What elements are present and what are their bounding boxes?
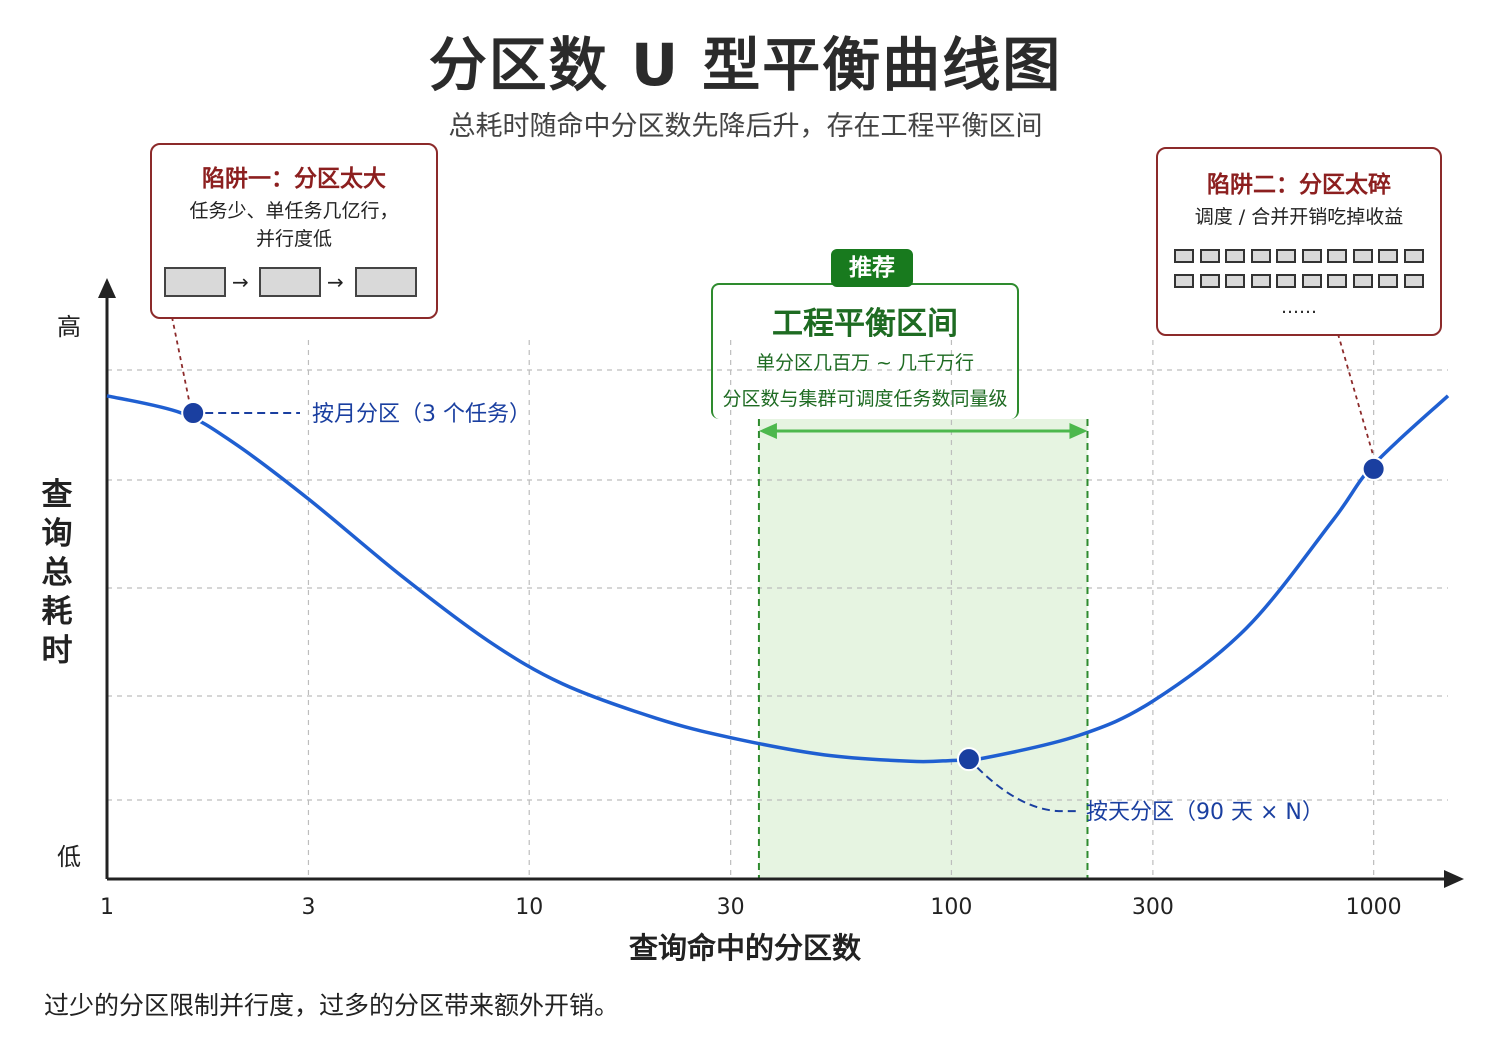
- fragment-cell: [1199, 274, 1220, 288]
- fragment-cell: [1250, 274, 1271, 288]
- fragment-cell: [1352, 274, 1373, 288]
- y-tick-low: 低: [57, 843, 81, 871]
- trap-left-title: 陷阱一：分区太大: [202, 166, 386, 192]
- flow-arrow-2-icon: →: [327, 270, 344, 294]
- recommended-zone-fill: [758, 419, 1088, 879]
- fragment-cell: [1199, 249, 1220, 263]
- trap-right-ellipsis: ……: [1281, 297, 1317, 318]
- chart-subtitle: 总耗时随命中分区数先降后升，存在工程平衡区间: [448, 111, 1043, 142]
- flow-block-3: [355, 267, 417, 297]
- y-axis-label: 查询总耗时: [42, 477, 73, 669]
- chart-footer-note: 过少的分区限制并行度，过多的分区带来额外开销。: [44, 991, 620, 1020]
- annotation-day-connector: [976, 766, 1078, 813]
- trap-left-line1: 任务少、单任务几亿行，: [189, 200, 399, 222]
- recommended-range-arrow-right-icon: [1069, 423, 1088, 439]
- data-point-2: [1361, 456, 1386, 481]
- x-tick-label-0: 1: [100, 895, 114, 920]
- fragment-cell: [1327, 249, 1347, 263]
- x-tick-label-6: 1000: [1346, 895, 1402, 920]
- x-tick-label-3: 30: [717, 895, 745, 920]
- flow-arrow-1-icon: →: [232, 270, 249, 294]
- fragment-cell: [1225, 274, 1245, 288]
- fragment-cell: [1327, 274, 1347, 288]
- recommended-zone-line2: 分区数与集群可调度任务数同量级: [722, 388, 1008, 410]
- fragment-cell: [1276, 274, 1296, 288]
- series-curve-line: [106, 394, 1450, 764]
- x-tick-label-2: 10: [515, 895, 543, 920]
- fragment-cell: [1301, 249, 1322, 263]
- trap-left-line2: 并行度低: [255, 228, 332, 250]
- recommended-badge: 推荐: [831, 249, 913, 287]
- recommended-range-arrow-left-icon: [758, 423, 777, 439]
- data-point-0: [181, 401, 206, 425]
- fragment-cell: [1403, 249, 1424, 263]
- fragment-cell: [1403, 274, 1424, 288]
- recommended-zone-title: 工程平衡区间: [772, 306, 958, 342]
- data-point-1: [956, 747, 981, 772]
- y-axis-arrow-icon: [98, 278, 116, 298]
- trap-right-line1: 调度 / 合并开销吃掉收益: [1194, 206, 1404, 228]
- flow-block-2: [259, 267, 321, 297]
- trap-left-box: 陷阱一：分区太大 任务少、单任务几亿行， 并行度低 → →: [150, 143, 438, 319]
- annotation-month-label: 按月分区（3 个任务）: [312, 402, 531, 427]
- trap-left-connector: [171, 316, 191, 402]
- fragment-cell: [1301, 274, 1322, 288]
- fragment-cell: [1174, 249, 1194, 263]
- trap-right-box: 陷阱二：分区太碎 调度 / 合并开销吃掉收益 ……: [1156, 147, 1442, 336]
- fragment-cell: [1174, 274, 1194, 288]
- trap-right-connector: [1337, 333, 1375, 458]
- x-axis-label: 查询命中的分区数: [629, 931, 862, 965]
- chart-title: 分区数 U 型平衡曲线图: [428, 31, 1063, 99]
- fragment-cell: [1378, 274, 1398, 288]
- x-tick-label-1: 3: [301, 895, 315, 920]
- fragment-cell: [1352, 249, 1373, 263]
- fragment-cell: [1250, 249, 1271, 263]
- x-tick-label-5: 300: [1132, 895, 1174, 920]
- x-axis-arrow-icon: [1444, 870, 1464, 888]
- recommended-zone-line1: 单分区几百万 ~ 几千万行: [756, 352, 974, 374]
- fragment-cell: [1378, 249, 1398, 263]
- trap-right-title: 陷阱二：分区太碎: [1207, 172, 1391, 198]
- y-tick-high: 高: [57, 313, 81, 341]
- annotation-day-label: 按天分区（90 天 × N）: [1086, 800, 1324, 825]
- flow-block-1: [164, 267, 226, 297]
- fragment-cell: [1276, 249, 1296, 263]
- fragment-cell: [1225, 249, 1245, 263]
- x-tick-label-4: 100: [930, 895, 972, 920]
